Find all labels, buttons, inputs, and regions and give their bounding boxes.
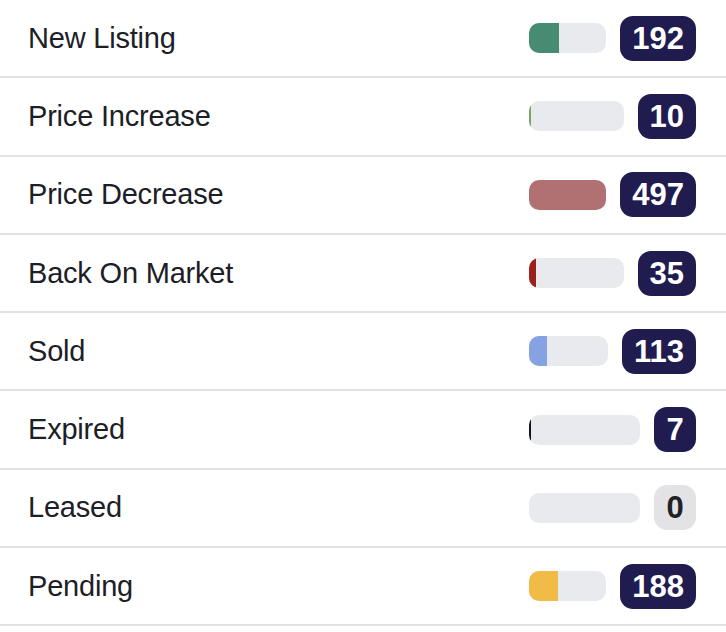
stat-meter: 0 — [529, 485, 696, 530]
progress-fill — [529, 336, 547, 366]
stat-label: Back On Market — [28, 257, 529, 290]
stat-row[interactable]: New Listing 192 — [0, 0, 726, 78]
stat-meter: 113 — [529, 329, 696, 374]
stat-label: Price Increase — [28, 100, 529, 133]
count-badge: 35 — [638, 251, 696, 296]
count-badge: 192 — [620, 16, 696, 61]
stat-row[interactable]: Back On Market 35 — [0, 235, 726, 313]
count-badge: 10 — [638, 94, 696, 139]
stat-label: Leased — [28, 491, 529, 524]
stat-meter: 188 — [529, 564, 696, 609]
count-badge: 497 — [620, 172, 696, 217]
progress-track — [529, 336, 608, 366]
stat-meter: 192 — [529, 16, 696, 61]
stat-meter: 10 — [529, 94, 696, 139]
progress-track — [529, 493, 640, 523]
stat-label: Expired — [28, 413, 529, 446]
progress-track — [529, 101, 624, 131]
stat-row[interactable]: Price Increase 10 — [0, 78, 726, 156]
progress-track — [529, 571, 606, 601]
count-badge: 0 — [654, 485, 696, 530]
stat-label: Sold — [28, 335, 529, 368]
stat-row[interactable]: Leased 0 — [0, 470, 726, 548]
stat-row[interactable]: Sold 113 — [0, 313, 726, 391]
stat-row[interactable]: Expired 7 — [0, 391, 726, 469]
market-activity-stat-list: New Listing 192 Price Increase 10 Price … — [0, 0, 726, 626]
progress-fill — [529, 415, 531, 445]
progress-track — [529, 258, 624, 288]
progress-track — [529, 180, 606, 210]
progress-track — [529, 415, 640, 445]
progress-fill — [529, 258, 536, 288]
stat-meter: 35 — [529, 251, 696, 296]
stat-meter: 7 — [529, 407, 696, 452]
progress-track — [529, 23, 606, 53]
stat-row[interactable]: Pending 188 — [0, 548, 726, 626]
count-badge: 113 — [622, 329, 696, 374]
stat-label: Pending — [28, 570, 529, 603]
stat-label: New Listing — [28, 22, 529, 55]
stat-meter: 497 — [529, 172, 696, 217]
progress-fill — [529, 571, 558, 601]
stat-row[interactable]: Price Decrease 497 — [0, 157, 726, 235]
progress-fill — [529, 180, 606, 210]
count-badge: 7 — [654, 407, 696, 452]
stat-label: Price Decrease — [28, 178, 529, 211]
progress-fill — [529, 23, 559, 53]
count-badge: 188 — [620, 564, 696, 609]
progress-fill — [529, 101, 531, 131]
